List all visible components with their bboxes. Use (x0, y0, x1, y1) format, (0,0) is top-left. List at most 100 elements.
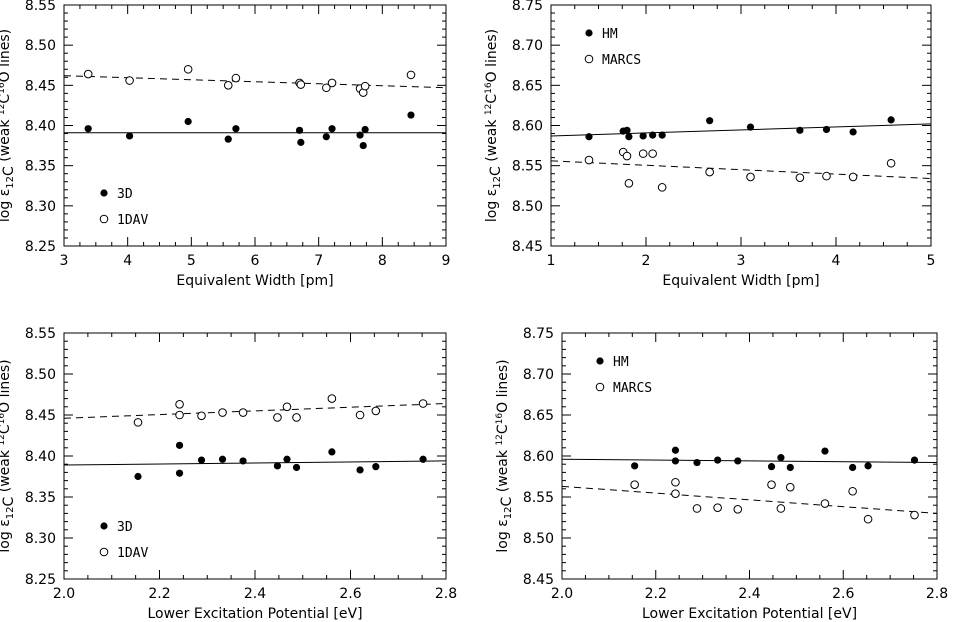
data-point (292, 413, 301, 422)
x-tick-label: 2.2 (148, 586, 170, 602)
legend-marker (596, 357, 604, 365)
data-point (671, 446, 680, 454)
y-tick-label: 8.25 (25, 239, 56, 255)
x-tick-label: 2.4 (738, 586, 760, 602)
series-marcs (551, 147, 931, 192)
data-point (657, 183, 667, 192)
data-point (322, 133, 330, 141)
panel-4: 2.0 2.2 2.4 2.6 2.8 8.45 8.50 8.55 8.60 8.65 8.70 8… (495, 326, 948, 622)
x-tick-label: 2.0 (551, 586, 573, 602)
y-tick-label: 8.70 (523, 367, 554, 383)
data-point (713, 503, 722, 512)
data-point (886, 158, 896, 168)
data-point (785, 482, 795, 492)
data-point (232, 125, 240, 133)
data-point (795, 173, 805, 183)
y-tick-label: 8.60 (523, 449, 554, 465)
data-point (630, 480, 639, 490)
legend-marker (99, 547, 109, 557)
x-tick-label: 2.2 (645, 586, 667, 602)
data-point (767, 463, 776, 471)
data-point (820, 499, 830, 508)
y-title-oxygen-lines: O lines) (484, 29, 500, 83)
y-tick-label: 8.75 (512, 0, 543, 14)
data-point (623, 126, 631, 134)
data-point (822, 125, 831, 134)
y-title-weak: (weak (0, 446, 13, 497)
data-point (224, 135, 232, 143)
x-tick-label: 2 (642, 253, 651, 269)
legend-marker (100, 522, 108, 530)
y-title-superscript-16: 16 (0, 82, 7, 94)
y-title-subscript-12: 12 (492, 176, 503, 189)
x-tick-label: 2.4 (244, 586, 266, 602)
data-point (648, 149, 657, 158)
data-point (419, 455, 427, 463)
data-point (777, 454, 785, 462)
y-tick-label: 8.45 (512, 239, 543, 255)
y-axis-title: log ε12C (weak 12C16O lines) (484, 29, 504, 222)
data-point (218, 408, 227, 417)
y-tick-label: 8.35 (25, 490, 56, 506)
x-tick-label: 2.0 (53, 586, 75, 602)
x-tick-label: 4 (832, 253, 841, 269)
y-title-subscript-12: 12 (5, 176, 16, 189)
y-tick-label: 8.30 (25, 531, 56, 547)
data-point (133, 418, 143, 427)
y-tick-label: 8.40 (25, 449, 56, 465)
legend-marker (99, 214, 109, 224)
data-point (705, 167, 714, 177)
data-point (849, 128, 857, 136)
legend-marker (585, 29, 593, 37)
data-point (622, 151, 632, 161)
data-point (671, 489, 680, 499)
fit-line-marcs (551, 160, 931, 180)
data-point (218, 455, 227, 463)
series-hm (562, 446, 937, 472)
data-point (372, 463, 380, 471)
y-tick-label: 8.55 (523, 490, 554, 506)
x-tick-label: 6 (251, 253, 260, 269)
legend-marker (100, 189, 108, 197)
data-point (371, 406, 381, 416)
legend-label: MARCS (613, 381, 652, 396)
y-title-subscript-c: C (488, 166, 504, 176)
fit-line-marcs (562, 485, 937, 514)
legend: HM MARCS (584, 27, 641, 68)
legend-marker (584, 54, 594, 64)
data-point (638, 149, 648, 158)
data-point (848, 486, 857, 496)
y-title-superscript-12: 12 (495, 434, 505, 445)
y-title-log-epsilon: log ε (495, 519, 511, 552)
x-tick-label: 7 (314, 253, 323, 269)
data-point (328, 448, 336, 456)
data-point (283, 455, 291, 463)
x-tick-label: 2.8 (435, 586, 457, 602)
data-point (183, 64, 193, 74)
data-point (282, 402, 292, 412)
y-tick-label: 8.65 (523, 408, 554, 424)
data-point (910, 510, 919, 520)
y-title-log-epsilon: log ε (0, 519, 13, 552)
y-title-superscript-16: 16 (0, 413, 7, 425)
y-tick-label: 8.55 (512, 159, 543, 175)
data-point (746, 172, 755, 182)
y-title-log-epsilon: log ε (484, 189, 500, 222)
legend-marker (595, 382, 605, 392)
data-point (231, 73, 241, 83)
data-point (692, 504, 702, 513)
data-point (639, 132, 647, 140)
data-point (863, 514, 873, 524)
y-tick-label: 8.50 (25, 38, 56, 54)
data-point (273, 413, 282, 422)
legend: 3D 1DAV (99, 520, 148, 561)
legend: 3D 1DAV (99, 187, 148, 228)
fit-line-hm (551, 123, 931, 137)
data-point (625, 133, 633, 141)
y-title-oxygen-lines: O lines) (495, 359, 511, 413)
x-tick-label: 4 (123, 253, 132, 269)
data-point (671, 477, 680, 487)
y-title-log-epsilon: log ε (0, 189, 13, 222)
x-axis-title: Equivalent Width [pm] (176, 273, 333, 289)
data-point (175, 469, 184, 477)
